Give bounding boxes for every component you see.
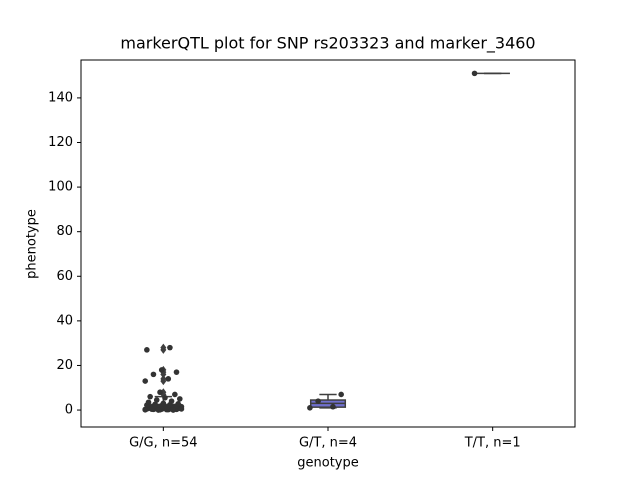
point [158,367,165,373]
x-axis-label: genotype [297,456,358,471]
point [177,396,183,402]
point [165,376,172,382]
point [142,406,149,413]
y-tick-label: 120 [48,135,73,150]
point [160,400,167,407]
y-tick-label: 0 [65,403,73,418]
point [173,369,180,375]
point [152,403,158,409]
point [168,398,175,404]
point [155,407,162,413]
point [142,378,149,384]
point [172,391,178,398]
point [157,389,163,396]
y-tick-label: 100 [48,180,73,195]
point [145,399,152,406]
outlier [160,374,167,383]
point [307,405,313,411]
y-axis-label: phenotype [25,209,40,279]
y-tick-label: 140 [48,90,73,105]
point [153,397,160,403]
point [147,393,153,400]
x-tick-label: G/T, n=4 [299,436,357,451]
x-tick-label: G/G, n=54 [129,436,197,451]
point [170,407,177,413]
outlier [160,343,167,352]
point [315,398,321,404]
point [162,394,168,401]
point [163,404,170,411]
y-tick-label: 40 [56,313,73,328]
y-tick-label: 80 [56,224,73,239]
plot-frame [80,59,576,428]
chart-title: markerQTL plot for SNP rs203323 and mark… [120,34,535,54]
point [175,401,181,407]
point [471,70,478,77]
point [338,391,344,398]
point [144,347,150,353]
y-tick-label: 20 [56,358,73,373]
x-tick-label: T/T, n=1 [464,436,521,451]
point [178,406,185,412]
point [150,371,157,378]
y-tick-label: 60 [56,269,73,284]
point [167,344,173,351]
point [330,403,336,410]
